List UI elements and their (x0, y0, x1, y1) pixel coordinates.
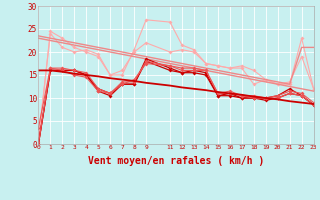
X-axis label: Vent moyen/en rafales ( km/h ): Vent moyen/en rafales ( km/h ) (88, 156, 264, 166)
